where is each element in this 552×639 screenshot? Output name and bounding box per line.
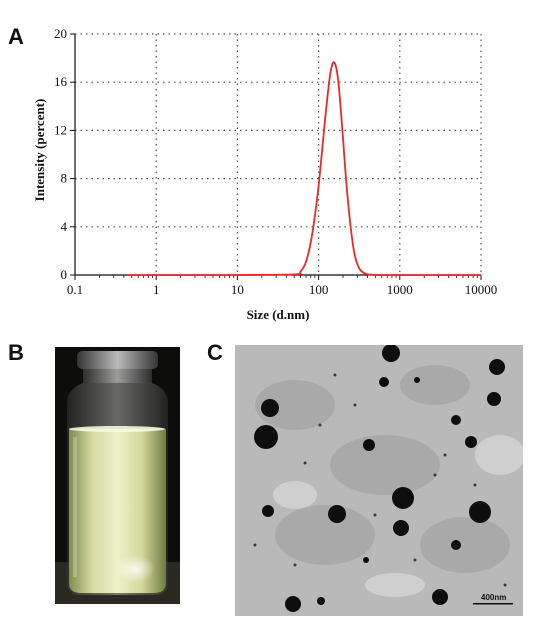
- panel-c-label: C: [207, 340, 223, 365]
- chart-grid: [75, 33, 482, 275]
- scale-bar-label: 400nm: [481, 593, 507, 602]
- x-axis-title: Size (d.nm): [247, 307, 310, 322]
- panel-b-label: B: [8, 340, 24, 365]
- x-tick-label: 100: [309, 282, 329, 297]
- tem-image: [235, 344, 525, 616]
- intensity-series-line: [128, 61, 481, 276]
- tem-micrograph: 400nm: [235, 344, 525, 616]
- x-tick-label: 0.1: [67, 282, 83, 297]
- panel-a-label: A: [8, 24, 24, 49]
- chart-axes: [74, 34, 481, 276]
- vial-illustration: [55, 347, 180, 604]
- vial-photo: [55, 347, 180, 604]
- y-tick-label: 12: [54, 122, 67, 137]
- y-axis-title: Intensity (percent): [32, 99, 47, 202]
- x-tick-label: 10: [231, 282, 244, 297]
- chart-series: [128, 61, 481, 276]
- y-tick-label: 8: [61, 171, 68, 186]
- chart-ticks: 0 4 8 12 16 20 0.1 1 10 100 1000 10000: [54, 26, 497, 297]
- nanoparticles: [254, 344, 505, 612]
- y-tick-label: 20: [54, 26, 67, 41]
- x-tick-label: 10000: [465, 282, 498, 297]
- y-tick-label: 4: [61, 219, 68, 234]
- y-tick-label: 0: [61, 267, 68, 282]
- x-tick-label: 1000: [387, 282, 413, 297]
- y-tick-label: 16: [54, 74, 68, 89]
- x-tick-label: 1: [153, 282, 160, 297]
